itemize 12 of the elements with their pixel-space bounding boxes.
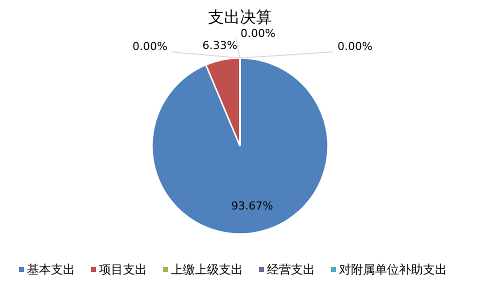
text: 0.00% [338,40,372,54]
text: 0.00% [240,27,276,40]
text: 0.00% [132,40,168,54]
pie-slice [151,57,329,235]
legend-label: 上缴上级支出 [171,262,243,276]
data-label: 6.33% [202,39,238,52]
data-label: 93.67% [231,199,274,212]
legend-label: 经营支出 [267,262,315,276]
legend-label: 基本支出 [27,262,75,276]
chart-title: 支出决算 [208,7,272,26]
legend-label: 项目支出 [99,262,147,276]
legend-label: 对附属单位补助支出 [339,262,447,276]
